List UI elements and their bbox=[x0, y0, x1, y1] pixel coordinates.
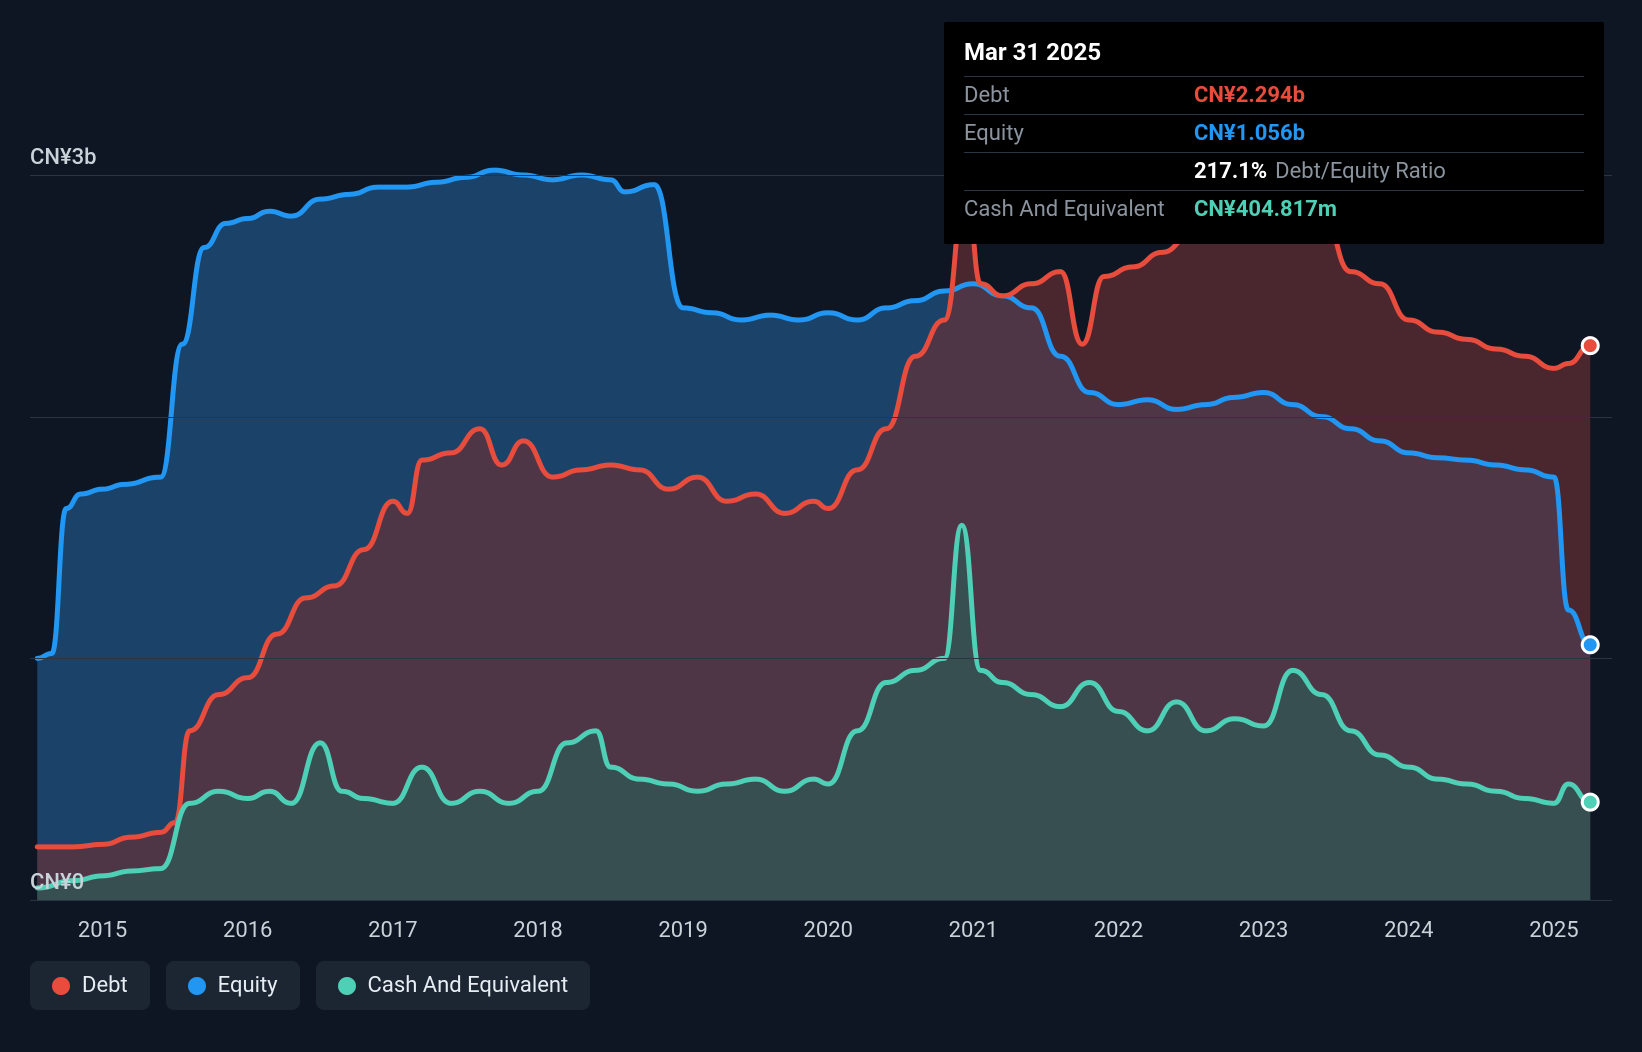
gridline bbox=[30, 658, 1612, 659]
tooltip-date: Mar 31 2025 bbox=[964, 38, 1584, 76]
legend-item-cash[interactable]: Cash And Equivalent bbox=[316, 961, 591, 1010]
x-axis-labels: 2015 2016 2017 2018 2019 2020 2021 2022 2023 2024… bbox=[30, 918, 1612, 948]
tooltip-label-debt: Debt bbox=[964, 83, 1194, 108]
gridline bbox=[30, 900, 1612, 901]
x-axis-label: 2025 bbox=[1529, 918, 1578, 943]
tooltip-row-debt: Debt CN¥2.294b bbox=[964, 76, 1584, 114]
tooltip-value-debt: CN¥2.294b bbox=[1194, 83, 1305, 108]
y-axis-label: CN¥3b bbox=[30, 145, 97, 170]
legend-item-equity[interactable]: Equity bbox=[166, 961, 300, 1010]
tooltip-value-equity: CN¥1.056b bbox=[1194, 121, 1305, 146]
legend-dot-debt bbox=[52, 977, 70, 995]
tooltip-row-equity: Equity CN¥1.056b bbox=[964, 114, 1584, 152]
legend-label-equity: Equity bbox=[218, 973, 278, 998]
end-marker-equity bbox=[1582, 637, 1598, 653]
legend-dot-cash bbox=[338, 977, 356, 995]
tooltip-label-cash: Cash And Equivalent bbox=[964, 197, 1194, 222]
end-marker-cash bbox=[1582, 794, 1598, 810]
x-axis-label: 2019 bbox=[658, 918, 707, 943]
tooltip-ratio-value: 217.1% bbox=[1194, 159, 1267, 184]
legend-dot-equity bbox=[188, 977, 206, 995]
tooltip-row-cash: Cash And Equivalent CN¥404.817m bbox=[964, 190, 1584, 228]
x-axis-label: 2017 bbox=[368, 918, 417, 943]
x-axis-label: 2023 bbox=[1239, 918, 1288, 943]
legend-item-debt[interactable]: Debt bbox=[30, 961, 150, 1010]
chart-legend: Debt Equity Cash And Equivalent bbox=[30, 961, 590, 1010]
tooltip-ratio: 217.1% Debt/Equity Ratio bbox=[964, 152, 1584, 190]
tooltip-label-equity: Equity bbox=[964, 121, 1194, 146]
y-axis-label: CN¥0 bbox=[30, 870, 84, 895]
end-marker-debt bbox=[1582, 338, 1598, 354]
x-axis-label: 2024 bbox=[1384, 918, 1433, 943]
legend-label-cash: Cash And Equivalent bbox=[368, 973, 569, 998]
tooltip-ratio-label: Debt/Equity Ratio bbox=[1275, 159, 1446, 184]
tooltip-value-cash: CN¥404.817m bbox=[1194, 197, 1337, 222]
x-axis-label: 2022 bbox=[1094, 918, 1143, 943]
data-tooltip: Mar 31 2025 Debt CN¥2.294b Equity CN¥1.0… bbox=[944, 22, 1604, 244]
x-axis-label: 2020 bbox=[804, 918, 853, 943]
financial-chart: 2015 2016 2017 2018 2019 2020 2021 2022 2023 2024… bbox=[0, 0, 1642, 1052]
x-axis-label: 2021 bbox=[949, 918, 998, 943]
x-axis-label: 2018 bbox=[513, 918, 562, 943]
legend-label-debt: Debt bbox=[82, 973, 128, 998]
x-axis-label: 2016 bbox=[223, 918, 272, 943]
x-axis-label: 2015 bbox=[78, 918, 127, 943]
gridline bbox=[30, 417, 1612, 418]
